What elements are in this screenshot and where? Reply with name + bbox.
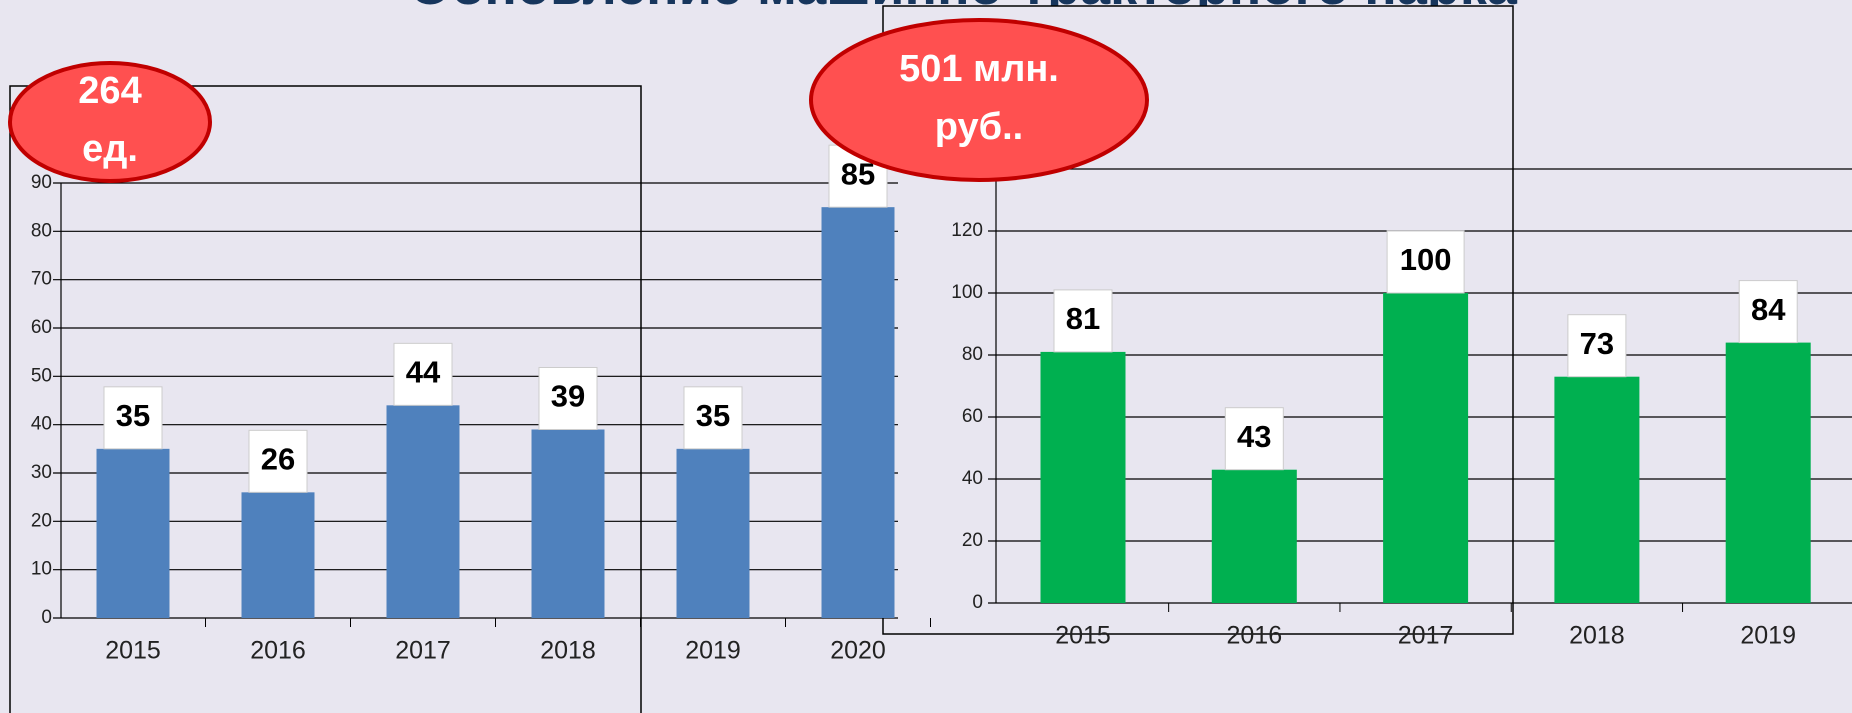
data-label: 39 xyxy=(551,379,585,414)
y-tick-label: 10 xyxy=(31,559,52,580)
x-tick-label: 2018 xyxy=(1569,622,1625,650)
y-tick-label: 80 xyxy=(962,344,983,365)
bar xyxy=(386,405,460,618)
y-tick-label: 40 xyxy=(962,468,983,489)
x-tick-label: 2015 xyxy=(1055,622,1111,650)
data-label-box xyxy=(538,367,598,430)
x-tick-label: 2017 xyxy=(1398,622,1454,650)
y-tick-label: 20 xyxy=(962,530,983,551)
data-label-box xyxy=(248,429,308,493)
y-tick-label: 0 xyxy=(972,592,983,613)
x-tick-label: 2020 xyxy=(830,637,886,665)
bar xyxy=(1383,293,1469,603)
y-tick-label: 90 xyxy=(31,172,52,193)
x-tick-label: 2017 xyxy=(395,637,451,665)
data-label: 26 xyxy=(261,442,295,477)
y-tick-label: 80 xyxy=(31,220,52,241)
data-label-box xyxy=(1386,230,1465,294)
data-label-box xyxy=(103,386,163,450)
callout-text: 264 xyxy=(78,70,141,112)
data-label-box xyxy=(1053,289,1113,353)
y-tick-label: 30 xyxy=(31,462,52,483)
data-label: 44 xyxy=(406,355,441,390)
y-tick-label: 120 xyxy=(951,220,983,241)
data-label: 73 xyxy=(1580,326,1614,361)
y-tick-label: 0 xyxy=(41,607,52,628)
data-label: 84 xyxy=(1751,292,1786,327)
data-label: 35 xyxy=(116,398,150,433)
data-label: 100 xyxy=(1400,242,1452,277)
y-tick-label: 70 xyxy=(31,269,52,290)
x-tick-label: 2015 xyxy=(105,637,161,665)
bar xyxy=(241,492,315,618)
y-tick-label: 60 xyxy=(962,406,983,427)
bar xyxy=(676,448,750,618)
bar xyxy=(96,448,170,618)
data-label: 43 xyxy=(1237,419,1271,454)
data-label: 35 xyxy=(696,398,730,433)
bar xyxy=(1211,469,1297,603)
bar xyxy=(531,429,605,618)
callout-text: руб.. xyxy=(935,106,1023,148)
y-tick-label: 60 xyxy=(31,317,52,338)
bar xyxy=(1040,351,1126,603)
x-tick-label: 2019 xyxy=(685,637,741,665)
data-label-box xyxy=(683,386,743,450)
x-tick-label: 2016 xyxy=(1226,622,1282,650)
y-tick-label: 40 xyxy=(31,414,52,435)
bar xyxy=(821,207,895,618)
data-label-box xyxy=(1738,280,1798,344)
y-tick-label: 100 xyxy=(951,282,983,303)
bar xyxy=(1554,376,1640,603)
x-tick-label: 2019 xyxy=(1740,622,1796,650)
callout-text: ед. xyxy=(82,128,138,170)
data-label-box xyxy=(1567,314,1627,378)
data-label-box xyxy=(1224,407,1284,471)
callout xyxy=(809,18,1149,182)
callout-text: 501 млн. xyxy=(899,48,1059,90)
y-tick-label: 20 xyxy=(31,510,52,531)
y-tick-label: 50 xyxy=(31,365,52,386)
x-tick-label: 2018 xyxy=(540,637,596,665)
data-label-box xyxy=(393,342,453,406)
x-tick-label: 2016 xyxy=(250,637,306,665)
data-label: 81 xyxy=(1066,301,1100,336)
bar xyxy=(1725,342,1811,603)
callout xyxy=(8,61,212,183)
